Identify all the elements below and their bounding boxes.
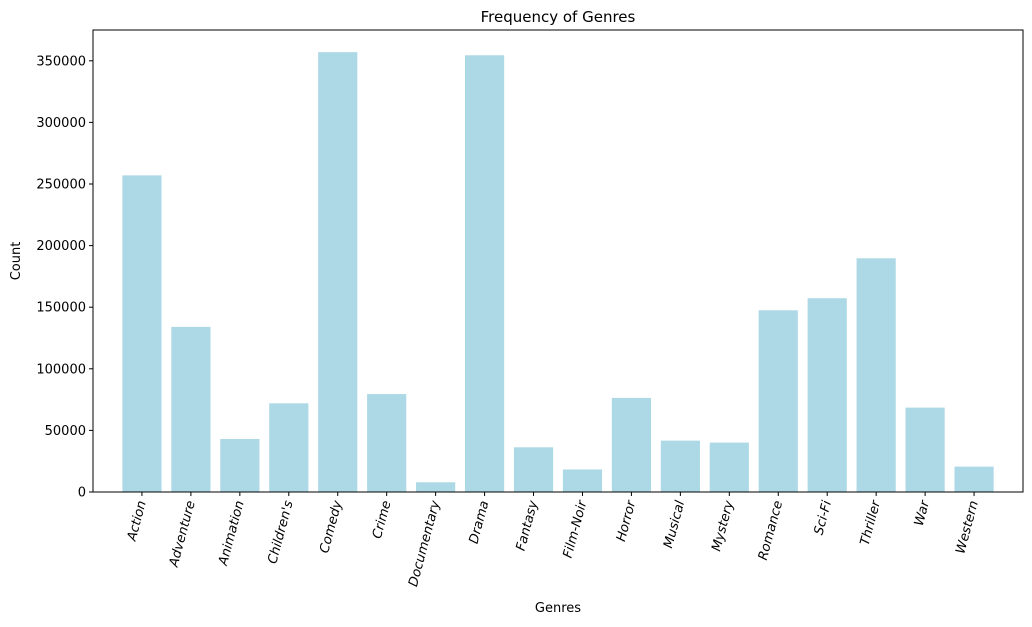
x-tick-label: Drama <box>467 499 493 545</box>
bar-romance <box>758 310 798 492</box>
y-tick-label: 0 <box>78 486 86 501</box>
bar-crime <box>367 394 407 492</box>
bar-war <box>905 407 945 492</box>
y-axis: 0 50000 100000 150000 200000 250000 300000 3500… <box>36 54 93 501</box>
x-tick-label: Comedy <box>317 499 345 555</box>
x-axis: Action Adventure Animation Children's Comedy… <box>124 492 982 589</box>
x-tick-label: Sci-Fi <box>812 499 836 537</box>
y-axis-title: Count <box>9 242 24 281</box>
bar-musical <box>660 440 700 492</box>
x-tick-label: Western <box>953 499 982 555</box>
y-tick-label: 200000 <box>36 239 86 254</box>
y-tick-label: 250000 <box>36 178 86 193</box>
bar-western <box>954 466 994 492</box>
x-tick-label: Romance <box>756 499 786 562</box>
plot-frame <box>92 29 1024 493</box>
x-tick-label: Film-Noir <box>561 498 591 560</box>
y-tick-label: 100000 <box>36 362 86 377</box>
x-tick-label: Crime <box>370 499 395 540</box>
x-tick-label: Mystery <box>709 499 737 553</box>
bar-film-noir <box>562 469 603 492</box>
bar-documentary <box>416 482 456 492</box>
x-tick-label: Children's <box>265 499 296 566</box>
bar-adventure <box>171 326 211 492</box>
x-tick-label: War <box>912 498 934 528</box>
bar-sci-fi <box>807 298 847 492</box>
bar-drama <box>465 55 505 492</box>
x-axis-title: Genres <box>535 601 581 616</box>
bar-mystery <box>709 442 749 492</box>
y-tick-label: 150000 <box>36 301 86 316</box>
bars-group <box>122 52 994 493</box>
x-tick-label: Thriller <box>858 498 885 548</box>
bar-animation <box>220 439 260 492</box>
bar-action <box>122 175 162 492</box>
x-tick-label: Action <box>124 499 149 543</box>
chart-title: Frequency of Genres <box>481 8 636 26</box>
y-tick-label: 350000 <box>36 54 86 69</box>
x-tick-label: Fantasy <box>514 499 542 553</box>
y-tick-label: 300000 <box>36 116 86 131</box>
x-tick-label: Adventure <box>166 499 198 569</box>
bar-horror <box>611 397 651 492</box>
x-tick-label: Animation <box>216 499 248 568</box>
bar-thriller <box>856 258 896 492</box>
bar-comedy <box>318 52 358 493</box>
bar-children-s <box>269 403 309 492</box>
x-tick-label: Documentary <box>406 499 443 589</box>
x-tick-label: Musical <box>661 499 688 550</box>
y-tick-label: 50000 <box>45 424 86 439</box>
bar-fantasy <box>513 447 554 492</box>
x-tick-label: Horror <box>614 498 640 544</box>
